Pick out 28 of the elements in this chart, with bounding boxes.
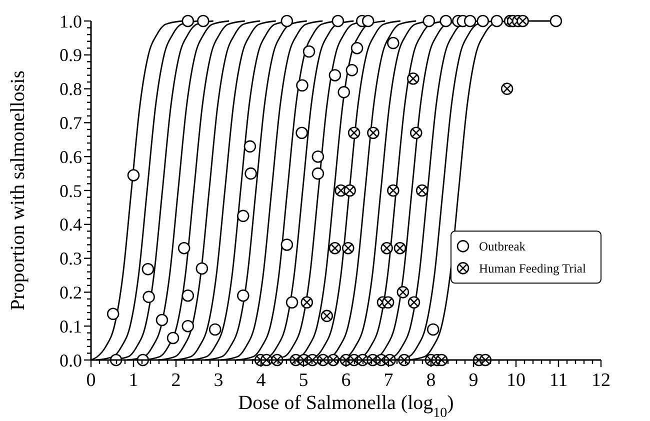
legend-label: Human Feeding Trial	[479, 262, 586, 276]
x-tick-label: 2	[171, 370, 181, 391]
y-tick-label: 0.5	[60, 180, 82, 201]
y-axis-title: Proportion with salmonellosis	[7, 70, 29, 310]
x-tick-label: 10	[506, 370, 526, 391]
x-tick-label: 5	[298, 370, 308, 391]
x-tick-label: 11	[549, 370, 568, 391]
y-tick-label: 0.0	[60, 350, 82, 370]
x-tick-label: 6	[341, 370, 351, 391]
x-tick-label: 9	[468, 370, 478, 391]
x-tick-label: 7	[384, 370, 394, 391]
y-tick-label: 0.6	[60, 146, 82, 167]
x-axis-title: Dose of Salmonella (log$_{10}$)	[238, 392, 454, 420]
y-tick-label: 1.0	[60, 11, 82, 32]
legend-label: Outbreak	[479, 240, 526, 254]
x-tick-label: 4	[256, 370, 266, 391]
x-tick-label: 8	[426, 370, 436, 391]
x-tick-label: 3	[214, 370, 224, 391]
y-tick-label: 0.3	[60, 248, 82, 269]
y-tick-label: 0.1	[60, 316, 82, 336]
y-tick-label: 0.8	[60, 79, 82, 100]
y-tick-label: 0.2	[60, 282, 82, 302]
y-tick-label: 0.9	[60, 45, 82, 66]
x-tick-label: 12	[592, 370, 610, 391]
y-tick-label: 0.4	[60, 214, 82, 235]
y-tick-label: 0.7	[60, 113, 82, 133]
x-tick-label: 0	[86, 370, 96, 391]
x-tick-label: 1	[128, 370, 138, 391]
